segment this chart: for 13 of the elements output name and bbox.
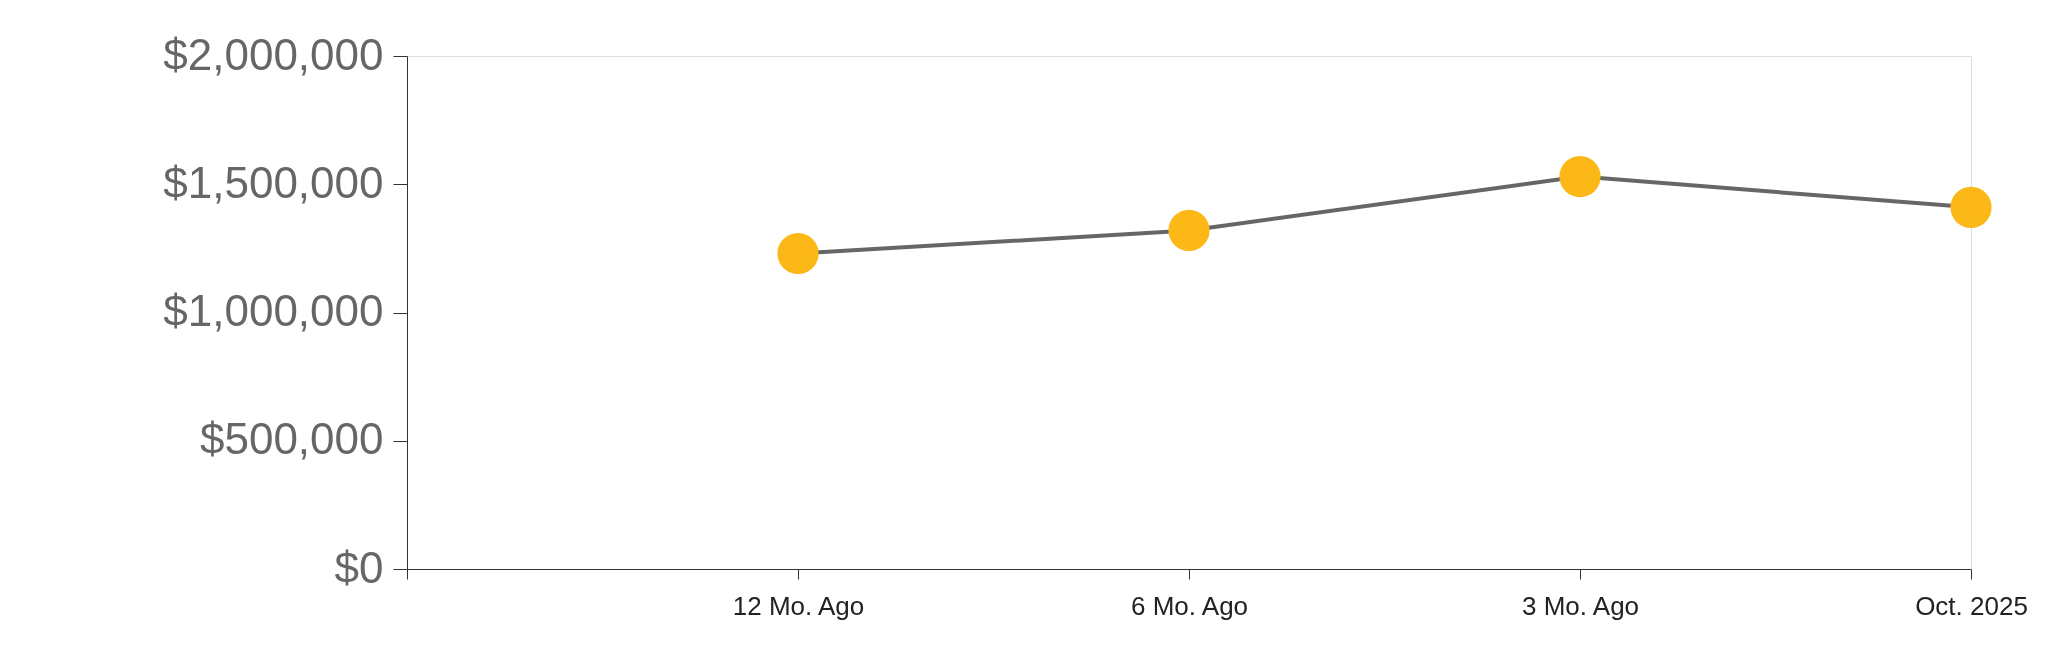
x-tick-label: Oct. 2025 [1915,590,2028,621]
y-tick-label: $1,500,000 [163,157,384,207]
x-tick-label: 6 Mo. Ago [1130,590,1249,621]
y-tick-label: $0 [334,542,384,592]
x-tick-label: 12 Mo. Ago [732,590,865,621]
point [1559,155,1601,198]
y-tick-label: $1,000,000 [163,286,384,335]
x-tick-label: 3 Mo. Ago [1521,590,1640,621]
y-tick-label: $2,000,000 [163,29,384,79]
point [777,232,819,275]
y-tick-label: $500,000 [199,414,384,464]
point [1950,186,1992,228]
point [1168,209,1210,251]
